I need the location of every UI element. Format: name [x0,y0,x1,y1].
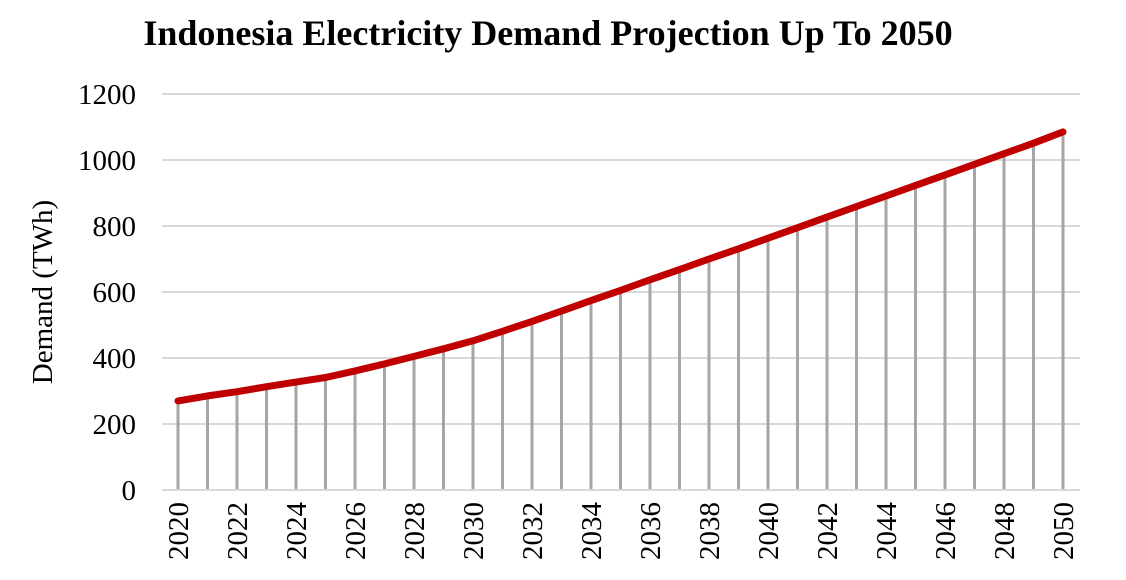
data-point [590,300,592,302]
data-point [679,269,680,271]
data-point [797,227,798,229]
data-point [177,400,179,402]
data-point [561,310,562,312]
data-point [856,206,857,208]
x-tick-label: 2036 [635,502,667,560]
data-point [826,216,828,218]
x-tick-label: 2048 [989,502,1021,560]
x-tick-label: 2042 [812,502,844,560]
x-tick-label: 2046 [930,502,962,560]
x-tick-label: 2032 [517,502,549,560]
data-point [708,258,710,260]
x-tick-label: 2050 [1048,502,1080,560]
y-tick-label: 600 [93,277,137,309]
data-point [236,391,238,393]
data-point [1003,153,1005,155]
y-tick-label: 400 [93,343,137,375]
data-point [649,279,651,281]
data-point [413,355,415,357]
y-axis-title: Demand (TWh) [27,200,59,384]
data-point [502,330,503,332]
x-tick-labels: 2020 2022 2024 2026 2028 2030 2032 2034 2036 2038… [163,502,1080,561]
y-tick-label: 1200 [78,79,136,111]
x-tick-label: 2024 [281,502,313,561]
x-tick-label: 2030 [458,502,490,560]
y-tick-label: 1000 [78,145,136,177]
data-point [443,348,444,350]
chart-title: Indonesia Electricity Demand Projection … [143,13,953,53]
data-point [620,289,621,291]
data-point [1062,131,1064,133]
data-point [1033,142,1034,144]
data-point [885,195,887,197]
data-point [325,376,326,378]
data-point [531,320,533,322]
drop-lines [176,131,1065,490]
data-point [295,381,297,383]
data-point [354,370,356,372]
data-point [384,363,385,365]
series-line [174,128,1067,405]
data-point [767,237,769,239]
y-tick-label: 200 [93,409,137,441]
x-tick-label: 2026 [340,502,372,560]
data-point [738,248,739,250]
data-point [944,174,946,176]
data-point [915,184,916,186]
x-tick-label: 2044 [871,502,903,561]
x-tick-label: 2034 [576,502,608,561]
x-tick-label: 2028 [399,502,431,560]
data-point [207,395,208,397]
x-tick-label: 2040 [753,502,785,560]
data-point [472,340,474,342]
x-tick-label: 2022 [222,502,254,560]
x-tick-label: 2020 [163,502,195,560]
y-tick-label: 0 [122,475,137,507]
y-tick-label: 800 [93,211,137,243]
x-tick-label: 2038 [694,502,726,560]
y-tick-labels: 0 200 400 600 800 1000 1200 [78,79,136,507]
data-point [266,386,267,388]
data-point [974,163,975,165]
